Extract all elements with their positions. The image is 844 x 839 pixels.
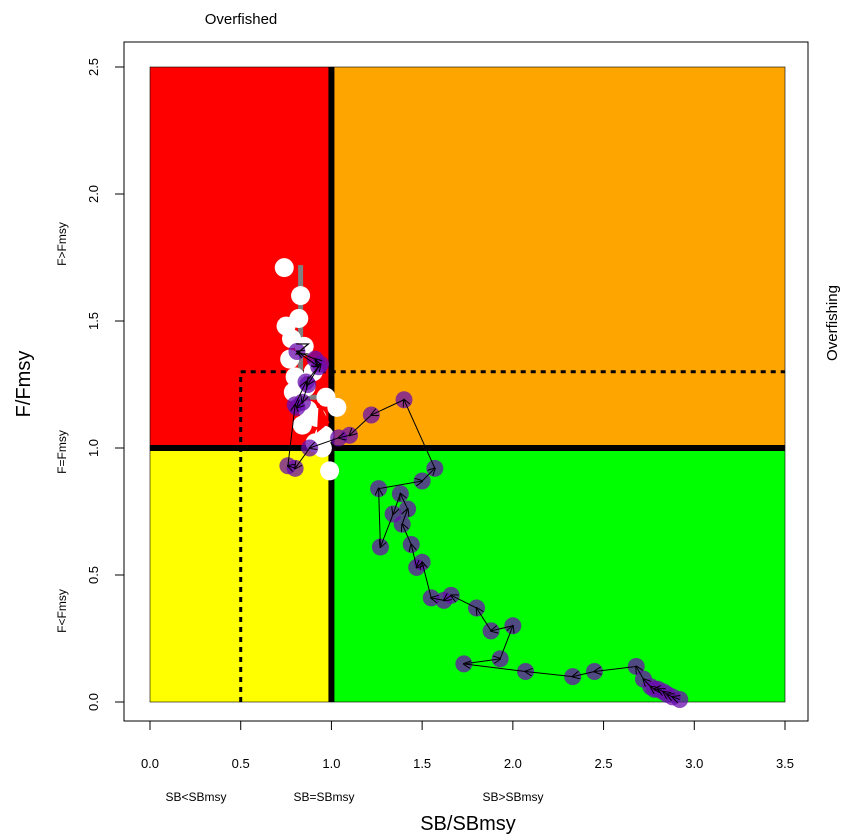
y-tick-label: 2.5 [86, 58, 101, 76]
y-tick-label: 1.0 [86, 439, 101, 457]
label-sb-low: SB<SBmsy [165, 790, 226, 804]
y-axis-title: F/Fmsy [13, 351, 35, 418]
trajectory-arrow [417, 562, 422, 567]
x-tick-label: 3.0 [685, 756, 703, 771]
trajectory-arrow [297, 351, 316, 360]
x-tick-label: 1.0 [322, 756, 340, 771]
label-f-mid: F=Fmsy [55, 430, 69, 474]
label-sb-high: SB>SBmsy [482, 790, 543, 804]
recent-point [292, 415, 312, 435]
trajectory-arrow [491, 625, 513, 631]
x-tick-label: 0.5 [232, 756, 250, 771]
quadrant-yellow [149, 447, 332, 703]
top-label-overfished: Overfished [205, 11, 278, 28]
trajectory-arrow [402, 524, 412, 545]
recent-point [291, 286, 311, 306]
label-sb-mid: SB=SBmsy [293, 790, 354, 804]
trajectory-arrow [499, 626, 513, 659]
recent-point [312, 438, 332, 458]
trajectory-arrow [477, 608, 492, 632]
trajectory-arrow [310, 437, 339, 448]
y-tick-label: 0.0 [86, 693, 101, 711]
y-tick-label: 0.5 [86, 566, 101, 584]
trajectory-arrow [350, 414, 372, 435]
recent-point [327, 397, 347, 417]
trajectory-arrow [295, 447, 311, 468]
trajectory-arrow [636, 666, 644, 680]
x-tick-label: 0.0 [141, 756, 159, 771]
trajectory-arrow [451, 595, 477, 609]
trajectory-arrow [288, 466, 295, 469]
status-quadrants [149, 66, 786, 703]
trajectory-arrow [339, 435, 350, 438]
trajectory-arrow [411, 545, 418, 568]
trajectory-arrow [302, 384, 309, 403]
x-axis-title: SB/SBmsy [420, 813, 516, 835]
recent-point [320, 461, 340, 481]
y-tick-label: 2.0 [86, 185, 101, 203]
trajectory-arrow [400, 494, 409, 510]
trajectory-arrow [379, 489, 381, 548]
trajectory-arrow [651, 687, 655, 690]
label-f-high: F>Fmsy [55, 222, 69, 266]
terminal-marker [316, 402, 330, 433]
trajectory-arrow [297, 402, 302, 407]
axis-ticks: 0.0 0.5 1.0 1.5 2.0 2.5 3.0 3.5 0.0 0.5 1.0 1.5 2.0 2… [86, 58, 794, 771]
recent-point [274, 258, 294, 278]
trajectory-arrow [431, 598, 445, 601]
trajectory-arrow [526, 672, 573, 678]
plot-frame [123, 41, 809, 722]
trajectory-arrow [287, 405, 295, 466]
quadrant-orange [331, 66, 786, 449]
trajectory-arrow [378, 481, 423, 490]
trajectory-arrow [463, 659, 500, 665]
trajectory-arrow [573, 671, 595, 677]
x-tick-label: 2.5 [595, 756, 613, 771]
trajectory-arrow [371, 399, 405, 415]
trajectory-arrow [421, 468, 435, 482]
trajectory-arrow [595, 665, 637, 671]
x-tick-label: 1.5 [413, 756, 431, 771]
trajectory-arrow [402, 509, 407, 525]
trajectory-arrow [380, 513, 394, 547]
right-label-overfishing: Overfishing [824, 285, 841, 361]
start-marker [294, 343, 311, 355]
trajectory-arrow [393, 493, 401, 514]
trajectory-arrow [308, 366, 320, 385]
trajectory-arrow [444, 595, 451, 600]
trajectory-arrow [464, 664, 526, 673]
trajectory-arrows [287, 343, 680, 700]
x-tick-label: 2.0 [504, 756, 522, 771]
reference-lines [150, 67, 785, 702]
trajectory-arrow [643, 679, 650, 688]
x-tick-label: 3.5 [776, 756, 794, 771]
y-tick-label: 1.5 [86, 312, 101, 330]
trajectory-arrow [404, 400, 436, 469]
label-f-low: F<Fmsy [55, 589, 69, 633]
